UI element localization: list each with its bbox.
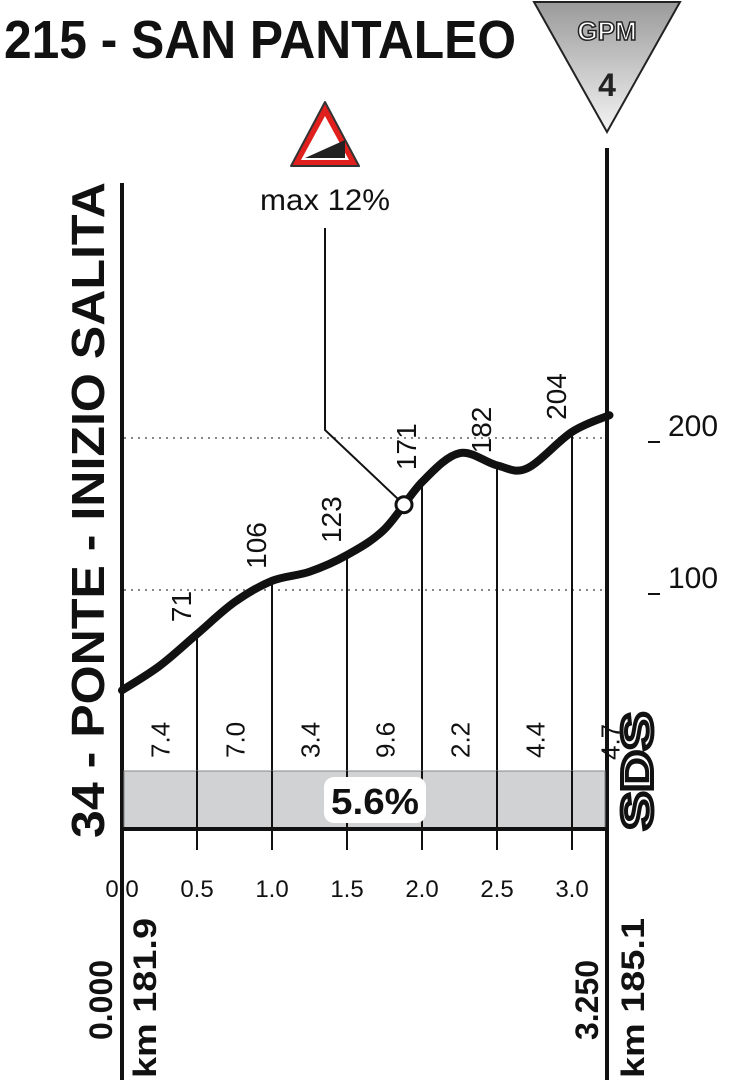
x-tick-label: 1.0 xyxy=(255,876,288,903)
x-tick-label: 0.5 xyxy=(180,876,213,903)
segment-gradient-label: 4.4 xyxy=(521,722,551,758)
elevation-label: 204 xyxy=(541,373,572,420)
max-gradient-point xyxy=(394,495,414,515)
segment-gradient-label: 7.4 xyxy=(146,722,176,758)
y-tick-label: 100 xyxy=(668,562,718,595)
segment-gradient-label: 3.4 xyxy=(296,722,326,758)
y-tick-label: 200 xyxy=(668,410,718,443)
finish-distance: 3.250 xyxy=(569,960,605,1040)
elevation-profile-line xyxy=(118,411,614,695)
max-gradient-pointer xyxy=(324,228,405,506)
x-tick-label: 3.0 xyxy=(555,876,588,903)
gpm-label: GPM xyxy=(577,16,636,46)
segment-gradient-label: 9.6 xyxy=(371,722,401,758)
elevation-label: 171 xyxy=(391,423,422,470)
elevation-label: 123 xyxy=(316,496,347,543)
max-gradient-marker: max 12% xyxy=(260,101,390,217)
x-tick-label: 2.0 xyxy=(405,876,438,903)
elevation-label: 106 xyxy=(241,522,272,569)
segment-gradient-label: 7.0 xyxy=(221,722,251,758)
chart-title: 215 - SAN PANTALEO xyxy=(4,10,516,70)
elevation-label: 71 xyxy=(166,591,197,622)
x-tick-label: 2.5 xyxy=(480,876,513,903)
sds-logo: SDS xyxy=(613,712,662,830)
gpm-badge: GPM 4 xyxy=(532,1,682,135)
start-km: km 181.9 xyxy=(127,918,163,1078)
elevation-label: 182 xyxy=(466,407,497,454)
gpm-category: 4 xyxy=(598,67,616,103)
finish-km: km 185.1 xyxy=(615,918,651,1078)
segment-gradient-label: 4.7 xyxy=(596,724,626,760)
segment-gradient-label: 2.2 xyxy=(446,722,476,758)
start-location-label: 34 - PONTE - INIZIO SALITA xyxy=(62,182,114,838)
x-tick-label: 0.0 xyxy=(105,876,138,903)
average-gradient-label: 5.6% xyxy=(331,781,419,822)
x-tick-label: 1.5 xyxy=(330,876,363,903)
start-distance: 0.000 xyxy=(83,960,119,1040)
max-gradient-label: max 12% xyxy=(260,184,390,217)
